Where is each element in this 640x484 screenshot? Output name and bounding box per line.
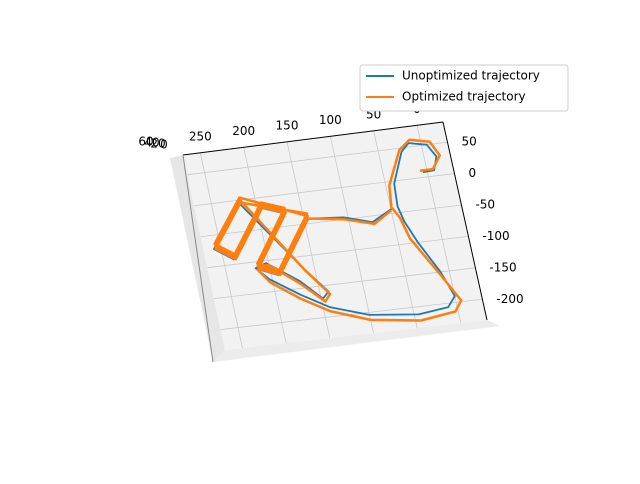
grid-line: [243, 147, 287, 344]
back-wall: [213, 320, 500, 362]
y-tick-label: 0: [468, 166, 476, 180]
y-tick-label: -50: [475, 197, 495, 211]
z-tick-label: 0: [160, 138, 168, 152]
x-tick-label: 250: [189, 129, 212, 143]
z-axis-line: [182, 154, 214, 363]
y-tick-label: 50: [461, 135, 476, 149]
z-tick-label: 20: [150, 137, 165, 151]
grid-line: [373, 130, 418, 329]
legend-label: Unoptimized trajectory: [402, 69, 540, 83]
legend-box: [359, 64, 569, 112]
z-tick-label: 40: [144, 136, 159, 150]
grid-line: [200, 204, 462, 238]
x-tick-label: 200: [232, 124, 255, 138]
x-axis-line: [182, 121, 444, 156]
grid-line: [220, 298, 483, 330]
y-tick-label: -100: [482, 229, 509, 243]
y-axis-line: [442, 121, 488, 321]
x-tick-label: 150: [276, 118, 299, 132]
y-tick-label: -150: [489, 260, 516, 274]
x-tick-label: 100: [319, 113, 342, 127]
z-tick-label: 60: [138, 135, 153, 149]
grid: [187, 125, 483, 349]
grid-line: [329, 136, 374, 334]
trajectory: [213, 138, 463, 322]
grid-line: [207, 236, 469, 269]
lines: [213, 138, 463, 322]
y-tick-label: -200: [496, 292, 523, 306]
legend-label: Optimized trajectory: [402, 90, 526, 104]
grid-line: [213, 267, 476, 300]
grid-line: [286, 141, 331, 339]
legend: Unoptimized trajectory Optimized traject…: [359, 64, 569, 112]
